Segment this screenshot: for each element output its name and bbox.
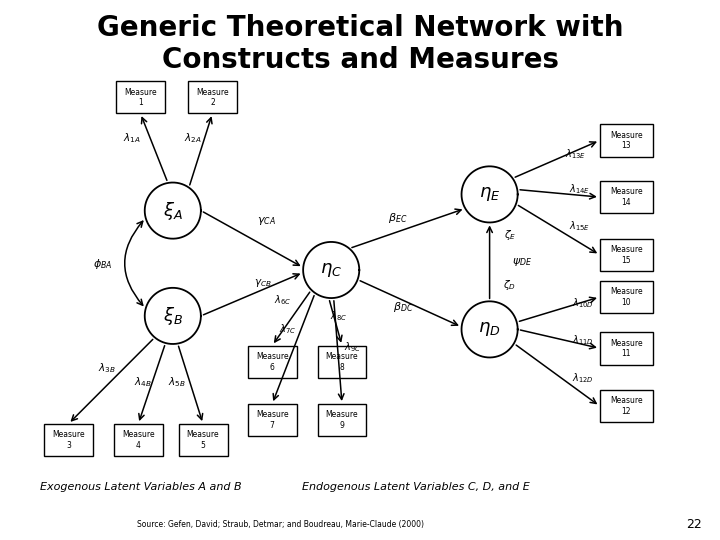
Bar [248,346,297,378]
Text: $\lambda_{15E}$: $\lambda_{15E}$ [569,219,590,233]
Bar [600,181,653,213]
Text: Measure
5: Measure 5 [186,430,220,450]
Bar [114,424,163,456]
Bar [44,424,93,456]
Text: $\beta_{DC}$: $\beta_{DC}$ [393,300,413,314]
Bar [600,239,653,271]
Text: Measure
6: Measure 6 [256,352,289,372]
Text: $\psi_{DE}$: $\psi_{DE}$ [512,256,532,268]
Bar [188,81,237,113]
Text: $\lambda_{2A}$: $\lambda_{2A}$ [184,131,202,145]
Text: $\zeta_E$: $\zeta_E$ [504,228,516,242]
Text: $\eta_D$: $\eta_D$ [478,320,501,339]
Text: $\beta_{EC}$: $\beta_{EC}$ [389,211,408,225]
Text: $\lambda_{1A}$: $\lambda_{1A}$ [123,131,140,145]
Text: $\lambda_{13E}$: $\lambda_{13E}$ [565,147,587,161]
Text: Measure
12: Measure 12 [610,396,643,416]
Text: Constructs and Measures: Constructs and Measures [161,46,559,75]
Text: Measure
15: Measure 15 [610,245,643,265]
Text: $\eta_C$: $\eta_C$ [320,261,342,279]
Text: Measure
2: Measure 2 [196,87,229,107]
Text: $\phi_{BA}$: $\phi_{BA}$ [92,256,112,271]
Text: $\lambda_{10D}$: $\lambda_{10D}$ [572,296,594,310]
Bar [600,124,653,157]
Bar [116,81,165,113]
Text: Measure
14: Measure 14 [610,187,643,207]
Bar [600,390,653,422]
Text: 22: 22 [686,518,702,531]
Text: $\lambda_{9C}$: $\lambda_{9C}$ [344,340,361,354]
Text: Exogenous Latent Variables A and B: Exogenous Latent Variables A and B [40,482,241,492]
Text: $\lambda_{14E}$: $\lambda_{14E}$ [569,182,590,196]
Text: $\lambda_{3B}$: $\lambda_{3B}$ [98,361,115,375]
Text: $\lambda_{4B}$: $\lambda_{4B}$ [134,375,151,389]
Text: Measure
10: Measure 10 [610,287,643,307]
Text: $\lambda_{7C}$: $\lambda_{7C}$ [279,322,297,336]
Text: $\eta_E$: $\eta_E$ [479,185,500,204]
Text: $\xi_B$: $\xi_B$ [163,305,183,327]
Text: $\lambda_{5B}$: $\lambda_{5B}$ [168,375,185,389]
Bar [600,281,653,313]
Text: Measure
7: Measure 7 [256,410,289,430]
Text: $\lambda_{11D}$: $\lambda_{11D}$ [572,333,594,347]
Text: $\lambda_{12D}$: $\lambda_{12D}$ [572,371,594,385]
Text: $\xi_A$: $\xi_A$ [163,200,183,221]
Text: $\lambda_{8C}$: $\lambda_{8C}$ [330,309,347,323]
Text: Generic Theoretical Network with: Generic Theoretical Network with [96,14,624,42]
Text: $\lambda_{6C}$: $\lambda_{6C}$ [274,293,291,307]
Text: Measure
8: Measure 8 [325,352,359,372]
Bar [248,404,297,436]
Text: Measure
1: Measure 1 [124,87,157,107]
Text: $\gamma_{CA}$: $\gamma_{CA}$ [257,215,276,227]
Bar [179,424,228,456]
Bar [318,346,366,378]
Text: Measure
3: Measure 3 [52,430,85,450]
Text: Measure
4: Measure 4 [122,430,155,450]
Bar [600,332,653,365]
Text: Source: Gefen, David; Straub, Detmar; and Boudreau, Marie-Claude (2000): Source: Gefen, David; Straub, Detmar; an… [138,521,424,529]
Text: $\gamma_{CB}$: $\gamma_{CB}$ [254,277,271,289]
Text: Measure
9: Measure 9 [325,410,359,430]
Text: Measure
11: Measure 11 [610,339,643,358]
Text: $\zeta_D$: $\zeta_D$ [503,278,516,292]
Text: Endogenous Latent Variables C, D, and E: Endogenous Latent Variables C, D, and E [302,482,530,492]
Bar [318,404,366,436]
Text: Measure
13: Measure 13 [610,131,643,150]
